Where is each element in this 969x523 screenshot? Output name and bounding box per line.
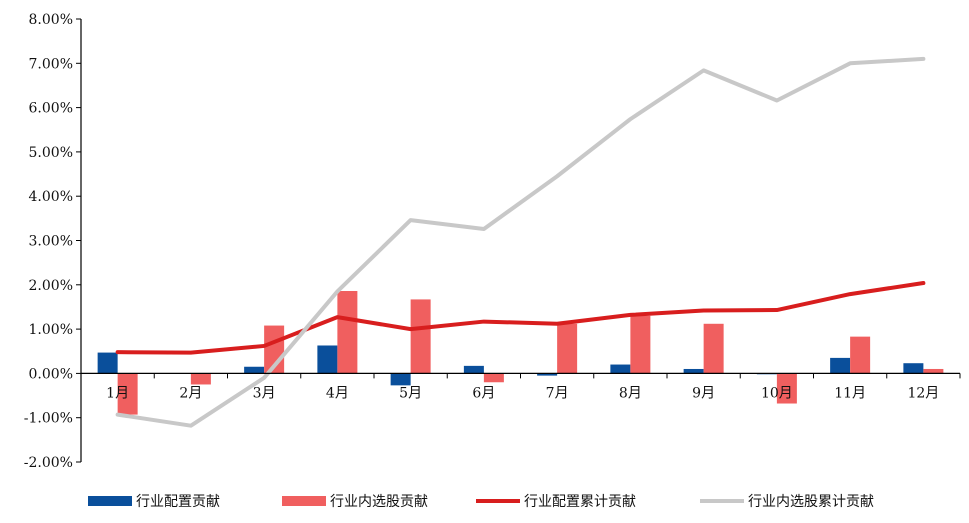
bar-industry-allocation-12 bbox=[903, 363, 924, 374]
legend-label: 行业配置累计贡献 bbox=[524, 494, 636, 510]
bar-stock-selection-8 bbox=[630, 315, 651, 374]
axes-layer: 8.00% 7.00% 6.00% 5.00% 4.00% 3.00% 2.00% 1.00%… bbox=[24, 12, 961, 471]
bar-stock-selection-2 bbox=[190, 373, 211, 385]
y-tick-label: 8.00% bbox=[29, 12, 73, 28]
x-tick-label: 10月 bbox=[761, 385, 793, 401]
legend-label: 行业内选股贡献 bbox=[330, 494, 428, 510]
y-tick-label: -1.00% bbox=[24, 411, 73, 427]
bar-stock-selection-5 bbox=[410, 299, 431, 374]
bar-stock-selection-6 bbox=[483, 373, 504, 383]
x-tick-label: 9月 bbox=[692, 385, 715, 401]
x-tick-label: 12月 bbox=[907, 385, 939, 401]
x-tick-label: 6月 bbox=[472, 385, 495, 401]
bar-industry-allocation-3 bbox=[244, 366, 265, 374]
bar-stock-selection-1 bbox=[117, 373, 138, 415]
lines-layer bbox=[115, 56, 926, 428]
legend: 行业配置贡献 行业内选股贡献 行业配置累计贡献 行业内选股累计贡献 bbox=[88, 494, 874, 510]
y-tick-label: 5.00% bbox=[29, 145, 73, 161]
bar-industry-allocation-6 bbox=[463, 365, 484, 374]
bar-industry-allocation-7 bbox=[537, 373, 558, 376]
legend-item-1: 行业配置贡献 bbox=[88, 494, 220, 510]
x-tick-label: 4月 bbox=[326, 385, 349, 401]
y-tick-label: 6.00% bbox=[29, 101, 73, 117]
legend-label: 行业配置贡献 bbox=[136, 494, 220, 510]
x-tick-label: 3月 bbox=[253, 385, 276, 401]
legend-item-3: 行业配置累计贡献 bbox=[476, 494, 636, 510]
bar-stock-selection-4 bbox=[337, 291, 358, 374]
line-industry-allocation-cumulative bbox=[115, 281, 926, 355]
y-tick-label: 2.00% bbox=[29, 278, 73, 294]
bar-industry-allocation-8 bbox=[610, 364, 631, 374]
line-stock-selection-cumulative bbox=[115, 56, 926, 428]
x-tick-label: 2月 bbox=[179, 385, 202, 401]
bar-stock-selection-9 bbox=[703, 323, 724, 374]
legend-label: 行业内选股累计贡献 bbox=[748, 494, 874, 510]
bar-industry-allocation-4 bbox=[317, 345, 338, 374]
legend-item-4: 行业内选股累计贡献 bbox=[700, 494, 874, 510]
legend-swatch-bar bbox=[88, 496, 132, 506]
bar-industry-allocation-11 bbox=[830, 357, 851, 374]
x-tick-label: 5月 bbox=[399, 385, 422, 401]
bars-layer bbox=[97, 291, 944, 415]
bar-stock-selection-11 bbox=[850, 336, 871, 374]
y-tick-label: 7.00% bbox=[29, 56, 73, 72]
bar-industry-allocation-5 bbox=[390, 373, 411, 386]
legend-item-2: 行业内选股贡献 bbox=[282, 494, 428, 510]
bar-stock-selection-7 bbox=[557, 323, 578, 374]
y-tick-label: 1.00% bbox=[29, 322, 73, 338]
x-tick-label: 1月 bbox=[106, 385, 129, 401]
x-tick-label: 8月 bbox=[619, 385, 642, 401]
y-tick-label: 4.00% bbox=[29, 189, 73, 205]
bar-industry-allocation-9 bbox=[683, 368, 704, 374]
bar-industry-allocation-1 bbox=[97, 352, 118, 374]
y-tick-label: 0.00% bbox=[29, 366, 73, 382]
legend-swatch-bar bbox=[282, 496, 326, 506]
x-tick-label: 11月 bbox=[834, 385, 866, 401]
y-tick-label: -2.00% bbox=[24, 455, 73, 471]
bar-stock-selection-10 bbox=[776, 373, 797, 404]
bar-stock-selection-12 bbox=[923, 368, 944, 374]
x-tick-label: 7月 bbox=[546, 385, 569, 401]
y-tick-label: 3.00% bbox=[29, 234, 73, 250]
